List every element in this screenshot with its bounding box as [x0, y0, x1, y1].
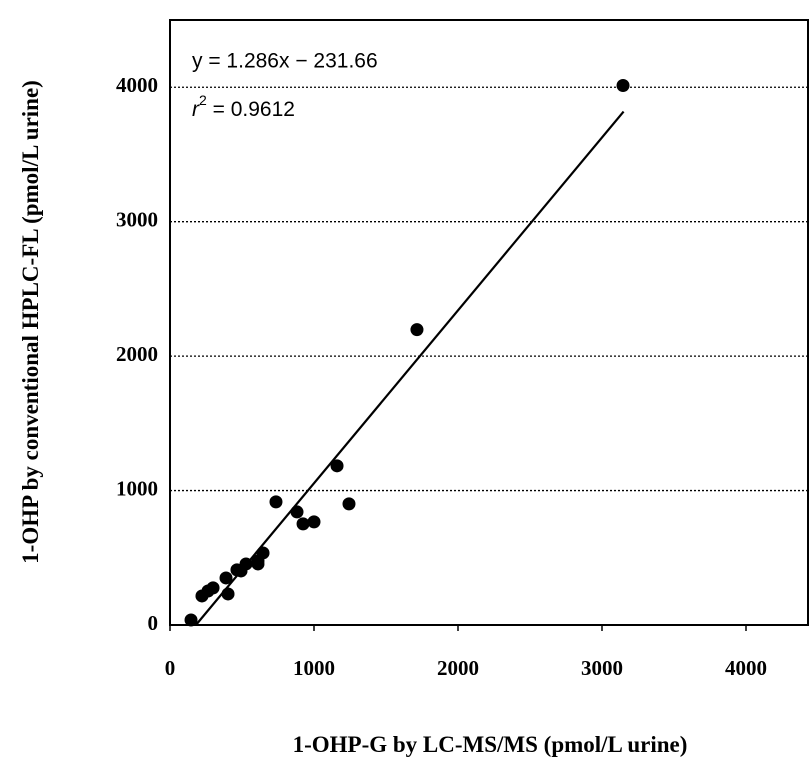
- fit-line: [195, 110, 625, 626]
- point: [219, 571, 233, 585]
- r-squared: r2 = 0.9612: [192, 92, 295, 121]
- point: [616, 78, 630, 92]
- r-exponent: 2: [199, 92, 207, 108]
- plot-frame: [169, 19, 809, 626]
- point: [184, 613, 198, 627]
- point: [269, 495, 283, 509]
- point: [296, 517, 310, 531]
- x-tick-label: 1000: [293, 656, 335, 680]
- x-tick-label: 0: [165, 656, 176, 680]
- point: [330, 459, 344, 473]
- point: [410, 323, 424, 337]
- x-axis-title: 1-OHP-G by LC-MS/MS (pmol/L urine): [293, 732, 688, 757]
- y-tick-label: 4000: [116, 73, 158, 97]
- point: [342, 497, 356, 511]
- point: [206, 581, 220, 595]
- x-tick-label: 2000: [437, 656, 479, 680]
- equation: y = 1.286x − 231.66: [192, 50, 378, 73]
- point: [239, 557, 253, 571]
- y-tick-label: 3000: [116, 207, 158, 231]
- x-tick-label: 4000: [725, 656, 767, 680]
- x-tick-label: 3000: [581, 656, 623, 680]
- y-tick-label: 0: [148, 611, 159, 635]
- r-symbol: r: [192, 98, 200, 121]
- point: [251, 557, 265, 571]
- point: [256, 546, 270, 560]
- point: [307, 515, 321, 529]
- point: [221, 587, 235, 601]
- point: [290, 505, 304, 519]
- y-tick-label: 1000: [116, 476, 158, 500]
- y-axis-title: 1-OHP by conventional HPLC-FL (pmol/L ur…: [18, 80, 43, 564]
- r-value: = 0.9612: [207, 98, 295, 121]
- y-tick-label: 2000: [116, 342, 158, 366]
